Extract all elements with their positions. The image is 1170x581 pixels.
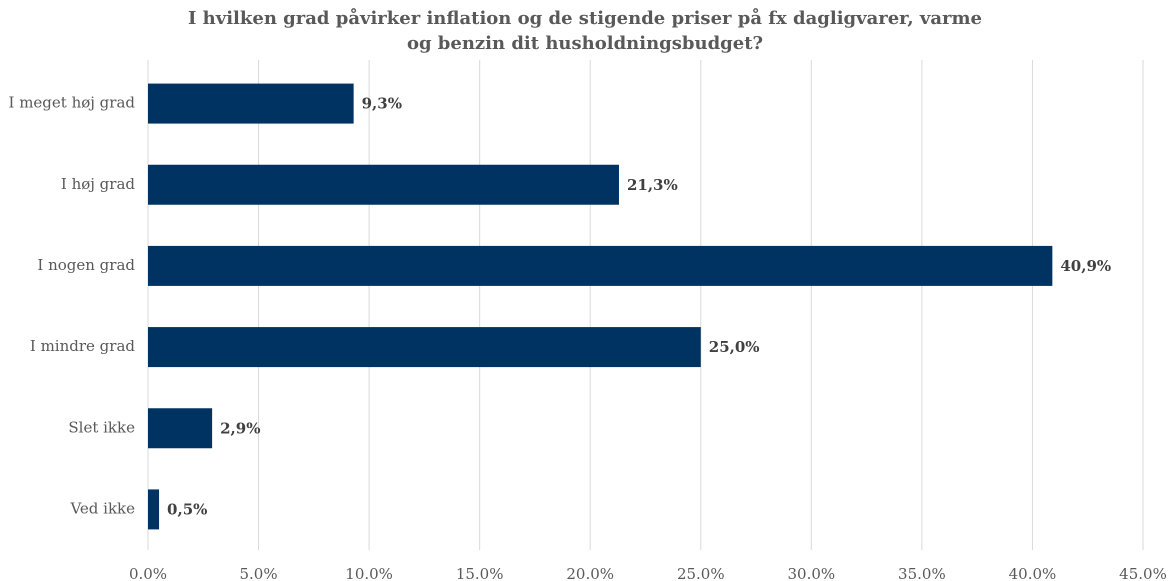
value-label: 9,3% xyxy=(362,95,402,113)
value-label: 40,9% xyxy=(1060,257,1111,275)
x-tick-label: 40.0% xyxy=(1009,565,1057,581)
y-tick-label: Slet ikke xyxy=(68,418,135,436)
bar xyxy=(148,245,1053,286)
x-tick-label: 45.0% xyxy=(1119,565,1167,581)
x-tick-label: 20.0% xyxy=(566,565,614,581)
value-label: 21,3% xyxy=(627,176,678,194)
x-tick-label: 35.0% xyxy=(898,565,946,581)
bar xyxy=(148,164,619,205)
x-tick-label: 0.0% xyxy=(129,565,167,581)
x-tick-label: 25.0% xyxy=(677,565,725,581)
bar xyxy=(148,408,213,449)
value-label: 2,9% xyxy=(220,419,260,437)
x-tick-label: 30.0% xyxy=(788,565,836,581)
y-tick-label: I nogen grad xyxy=(37,256,135,274)
y-tick-label: I høj grad xyxy=(61,175,136,193)
x-tick-label: 5.0% xyxy=(240,565,278,581)
y-tick-label: I meget høj grad xyxy=(9,94,136,112)
chart-title: I hvilken grad påvirker inflation og de … xyxy=(187,8,982,54)
y-tick-label: I mindre grad xyxy=(30,337,136,355)
bar xyxy=(148,489,160,530)
y-tick-label: Ved ikke xyxy=(69,499,135,517)
bar xyxy=(148,327,701,368)
value-label: 25,0% xyxy=(709,338,760,356)
x-tick-label: 15.0% xyxy=(456,565,504,581)
bar xyxy=(148,83,354,124)
x-tick-label: 10.0% xyxy=(345,565,393,581)
value-label: 0,5% xyxy=(167,500,207,518)
